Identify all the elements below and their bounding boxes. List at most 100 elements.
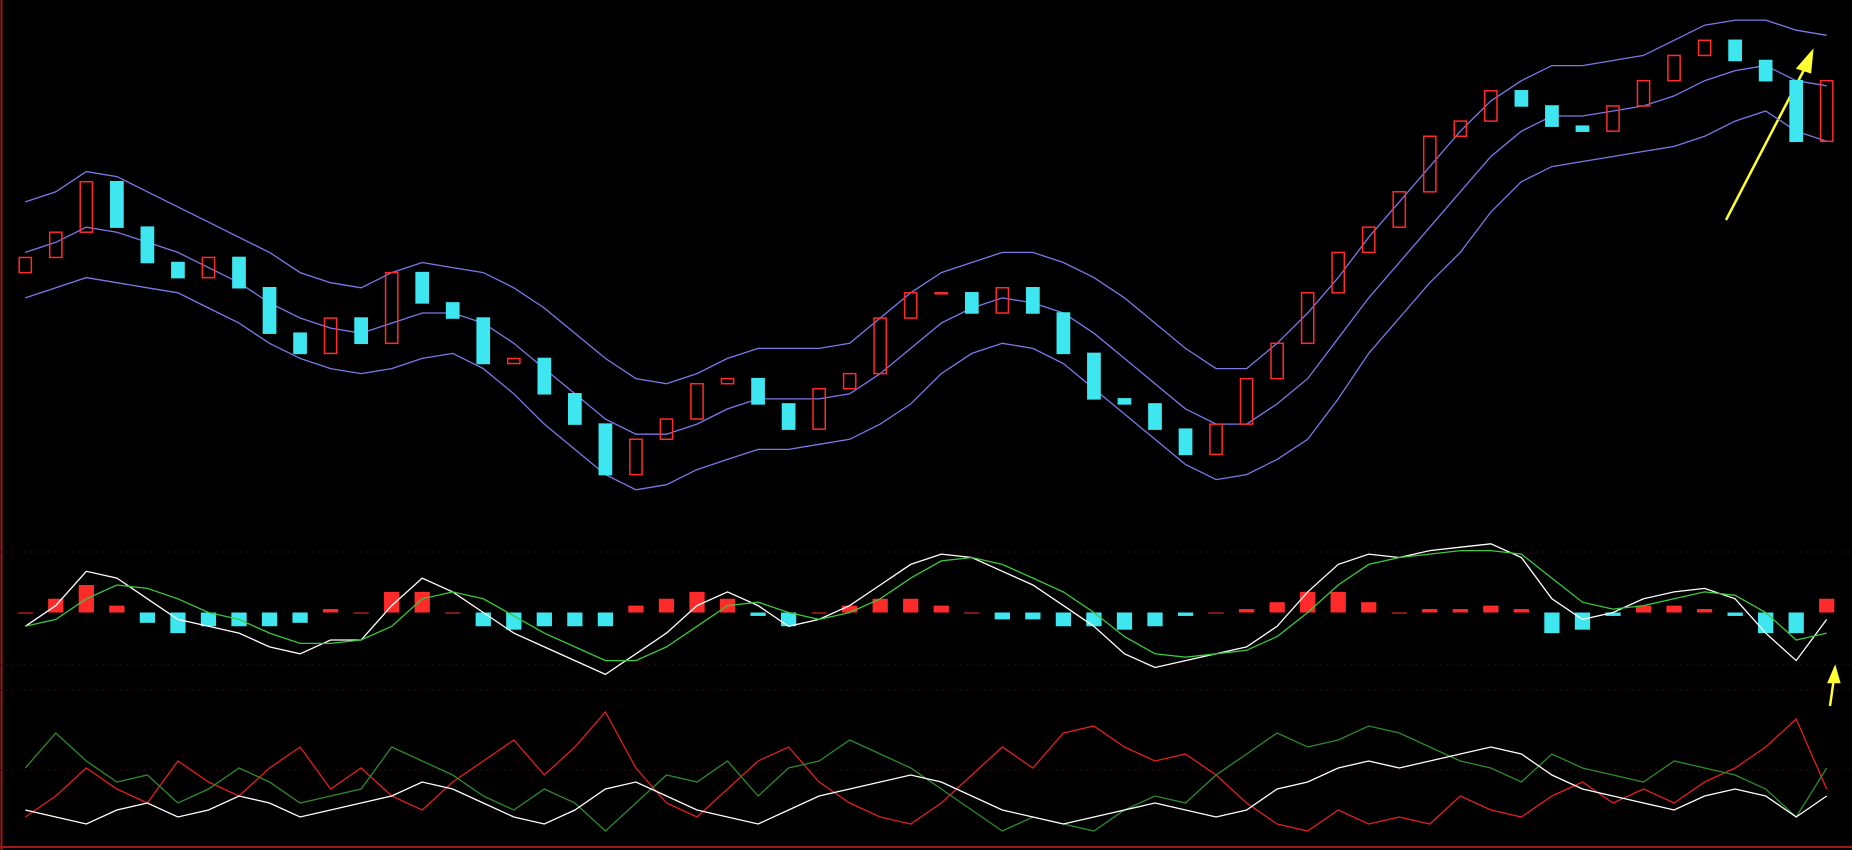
candle <box>1667 54 1681 82</box>
candle <box>1422 135 1437 193</box>
macd-bar <box>689 591 705 613</box>
candle <box>812 388 826 430</box>
candle <box>48 231 63 259</box>
indicator-line <box>24 710 1828 832</box>
macd-bar <box>1788 612 1804 634</box>
candle <box>568 393 582 425</box>
candle <box>384 271 399 345</box>
macd-bar <box>1086 612 1102 627</box>
macd-bar <box>1696 609 1713 613</box>
macd-bar <box>811 612 827 614</box>
candle <box>1361 226 1376 254</box>
candle <box>1026 287 1040 314</box>
candle <box>1514 90 1529 107</box>
candle <box>842 372 857 390</box>
candle <box>293 332 307 355</box>
macd-bar <box>1635 605 1652 613</box>
candle <box>476 317 491 365</box>
macd-bar <box>872 598 888 613</box>
candle <box>415 271 430 304</box>
candle <box>1819 79 1834 143</box>
macd-bar <box>109 605 125 613</box>
macd-bar <box>597 612 614 627</box>
macd-bar <box>475 612 491 627</box>
macd-bar <box>1483 605 1499 613</box>
macd-bar <box>1147 612 1163 627</box>
candle <box>1758 59 1773 82</box>
macd-bar <box>780 612 797 627</box>
macd-bar <box>1116 612 1133 630</box>
candle <box>690 382 704 420</box>
macd-bar <box>322 609 339 613</box>
candle <box>232 256 246 289</box>
candle <box>1178 428 1193 456</box>
macd-bar <box>1758 612 1774 634</box>
macd-bar <box>658 598 675 613</box>
macd-line <box>25 549 1827 662</box>
candle <box>1239 377 1254 425</box>
candle <box>1148 403 1162 430</box>
candle <box>1545 105 1559 127</box>
candle <box>201 256 216 279</box>
candle <box>934 292 949 295</box>
candle <box>1789 79 1804 143</box>
candle <box>140 226 155 264</box>
macd-bar <box>933 605 949 613</box>
macd-bar <box>1055 612 1072 627</box>
macd-bar <box>1452 609 1468 613</box>
candle <box>1484 90 1498 122</box>
candle <box>1056 312 1071 355</box>
candle <box>598 423 613 476</box>
macd-bar <box>1269 602 1285 613</box>
candle <box>1087 352 1101 400</box>
macd-bar <box>139 612 156 623</box>
macd-bar <box>261 612 278 627</box>
candle <box>323 317 338 355</box>
arrow-head <box>1827 664 1841 684</box>
macd-bar <box>750 612 766 616</box>
macd-bar <box>1513 609 1530 613</box>
candle <box>18 256 33 274</box>
candle <box>1117 398 1132 405</box>
macd-line <box>24 543 1828 676</box>
candle <box>873 317 888 375</box>
macd-bar <box>353 612 369 614</box>
band-line <box>25 64 1827 435</box>
candle <box>537 357 552 395</box>
candle <box>751 377 765 405</box>
candle <box>262 287 277 334</box>
macd-bar <box>842 605 858 613</box>
panel-separators <box>0 551 1852 771</box>
candle <box>1331 251 1346 294</box>
macd-bar <box>1422 609 1438 613</box>
macd-bar <box>1208 612 1224 614</box>
candle <box>629 438 643 476</box>
macd-bar <box>536 612 552 627</box>
macd-bar <box>170 612 186 634</box>
macd-bar <box>1727 612 1743 616</box>
candle <box>964 292 979 314</box>
candle <box>1728 39 1742 62</box>
macd-bar <box>567 612 583 627</box>
macd-bar <box>1300 591 1316 613</box>
macd-bar <box>1391 612 1407 614</box>
macd-bar <box>414 591 430 613</box>
macd-bar <box>292 612 308 623</box>
candle <box>659 418 674 440</box>
macd-bar <box>506 612 522 630</box>
band-line <box>25 19 1827 385</box>
macd-bar <box>1666 605 1682 613</box>
candle <box>506 357 521 365</box>
macd-bar <box>445 612 461 614</box>
macd-bar <box>1025 612 1041 620</box>
macd-bar <box>1605 612 1621 616</box>
candle <box>171 261 185 279</box>
indicator-line <box>25 746 1828 825</box>
candle <box>79 180 94 233</box>
candle <box>1636 79 1651 107</box>
macd-bar <box>994 612 1010 620</box>
candle <box>903 292 918 319</box>
